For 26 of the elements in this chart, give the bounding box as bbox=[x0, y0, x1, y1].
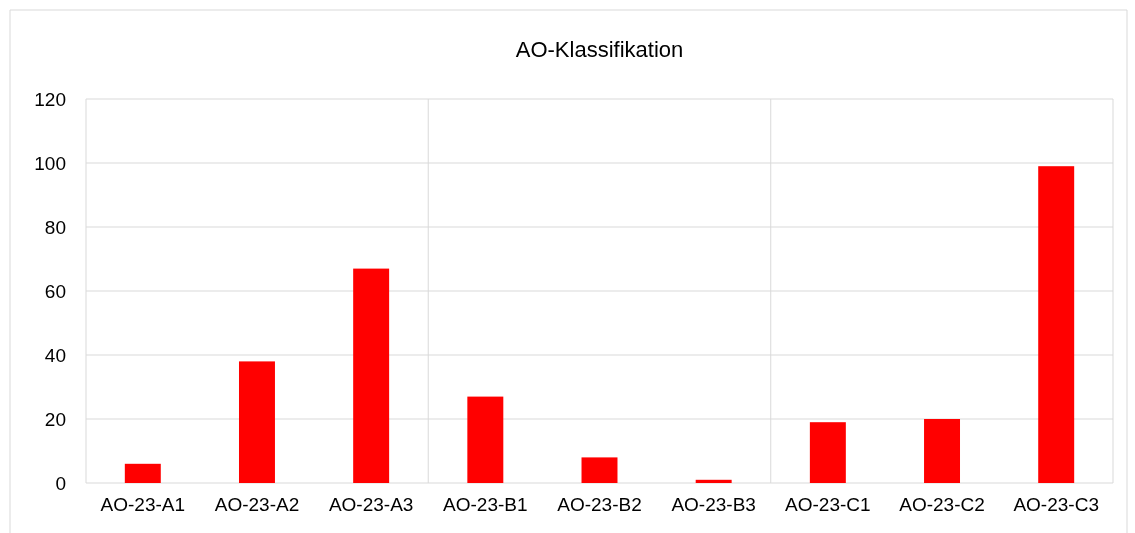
y-tick-label: 60 bbox=[44, 280, 66, 302]
y-tick-label: 0 bbox=[55, 472, 66, 494]
x-tick-label: AO-23-B1 bbox=[443, 494, 528, 515]
chart-title: AO-Klassifikation bbox=[515, 37, 684, 62]
x-tick-label: AO-23-C1 bbox=[785, 494, 871, 515]
x-tick-label: AO-23-A1 bbox=[100, 494, 186, 515]
x-tick-label: AO-23-C2 bbox=[899, 494, 985, 515]
bar bbox=[581, 457, 618, 483]
x-tick-label: AO-23-B3 bbox=[671, 494, 756, 515]
bar bbox=[924, 419, 961, 483]
bar bbox=[695, 479, 732, 483]
x-tick-label: AO-23-C3 bbox=[1013, 494, 1099, 515]
y-tick-label: 20 bbox=[44, 408, 66, 430]
x-tick-label: AO-23-A3 bbox=[328, 494, 414, 515]
bar bbox=[353, 268, 390, 483]
bar bbox=[238, 361, 275, 483]
bar bbox=[1038, 166, 1075, 483]
bar bbox=[809, 422, 846, 483]
y-tick-label: 40 bbox=[44, 344, 66, 366]
y-tick-label: 120 bbox=[34, 88, 66, 110]
x-tick-label: AO-23-A2 bbox=[214, 494, 300, 515]
y-tick-label: 80 bbox=[44, 216, 66, 238]
y-tick-label: 100 bbox=[34, 152, 66, 174]
x-tick-label: AO-23-B2 bbox=[557, 494, 642, 515]
bar bbox=[467, 396, 504, 483]
bar bbox=[124, 463, 161, 483]
